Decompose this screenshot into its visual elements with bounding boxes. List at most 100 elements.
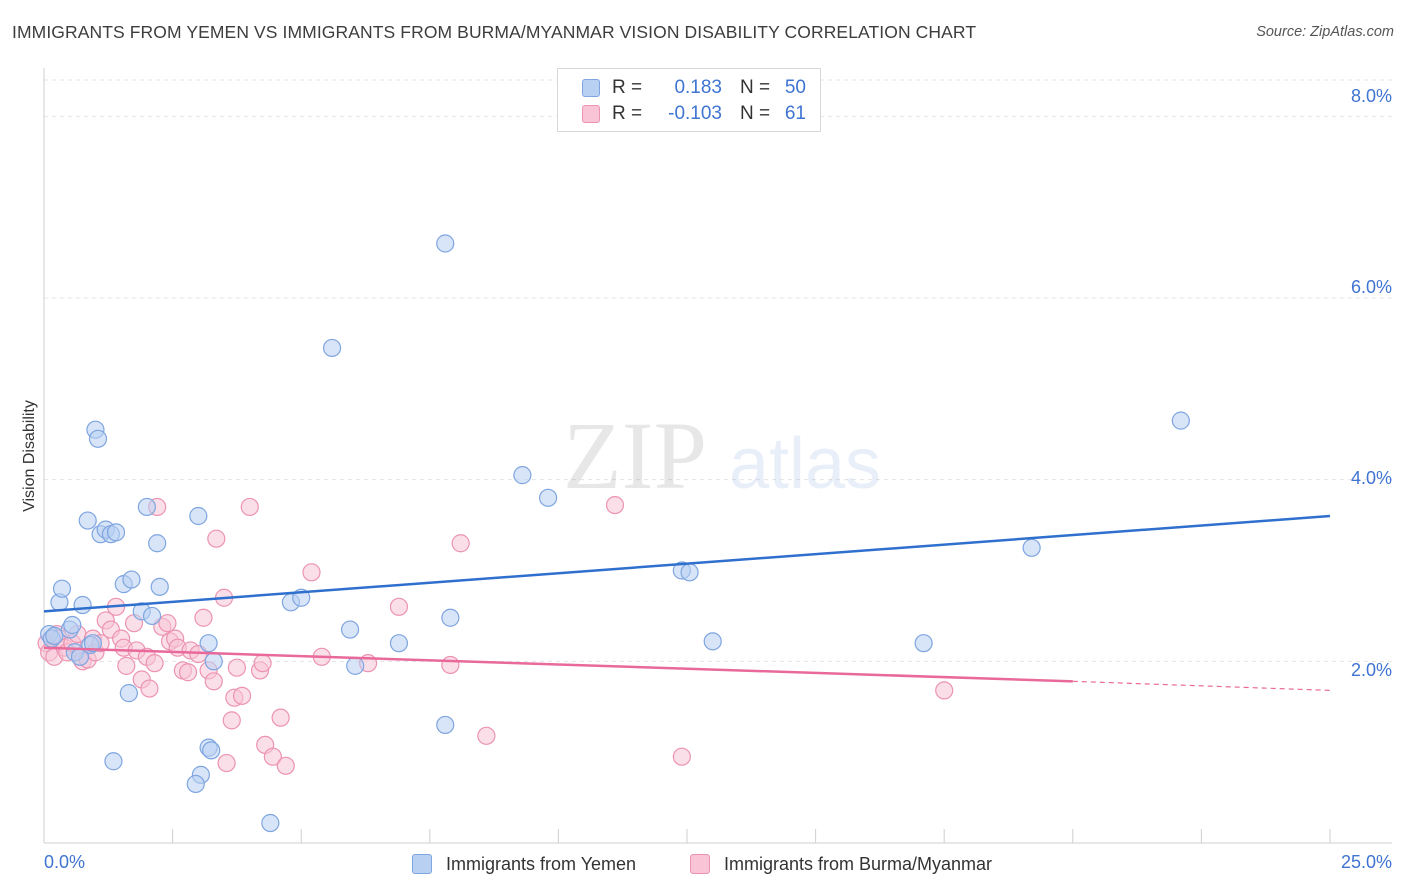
bottom-legend-yemen: Immigrants from Yemen [412,852,636,876]
gridlines [44,79,1392,662]
point-yemen [199,634,218,653]
point-yemen [150,577,169,596]
point-yemen [88,429,108,448]
point-burma [232,686,252,705]
point-yemen [204,652,223,671]
chart-title: IMMIGRANTS FROM YEMEN VS IMMIGRANTS FROM… [12,22,977,42]
point-burma [605,496,625,515]
point-yemen [73,595,92,615]
point-yemen [122,570,141,589]
legend-row-burma: R = -0.103 N = 61 [582,101,806,127]
point-yemen [202,741,221,760]
legend-n-value: 50 [784,77,806,98]
source-label: Source: ZipAtlas.com [1256,24,1394,40]
legend-r-label: R = [612,103,643,124]
point-burma [145,654,164,673]
point-burma [178,663,198,682]
bottom-legend-burma: Immigrants from Burma/Myanmar [690,852,992,876]
trend-line-yemen [43,514,1331,613]
point-yemen [436,234,455,253]
point-burma [672,747,691,766]
bottom-legend-label-burma: Immigrants from Burma/Myanmar [724,853,993,874]
bottom-legend-swatch-yemen [412,854,432,874]
y-axis-label: Vision Disability [21,400,38,512]
point-yemen [346,656,365,675]
watermark: ZIP atlas [563,402,881,509]
point-yemen [436,715,455,735]
trend-line-burma [43,646,1073,683]
point-burma [158,614,177,633]
point-burma [140,679,159,698]
point-yemen [186,774,205,794]
legend-n-label: N = [740,77,771,98]
point-burma [204,672,223,691]
point-yemen [52,579,72,598]
legend-r-value: 0.183 [674,77,722,98]
point-yemen [340,620,360,639]
point-yemen [83,634,102,653]
point-yemen [189,506,208,526]
point-yemen [513,466,532,485]
y-tick-label: 8.0% [1350,86,1392,106]
point-burma [222,711,241,730]
trend-line-burma-extension [1072,680,1331,691]
legend-n-value: 61 [784,103,806,124]
point-burma [451,534,470,553]
point-burma [263,747,283,766]
point-burma [240,497,259,517]
point-burma [935,681,954,700]
point-yemen [441,608,460,627]
point-yemen [261,813,280,833]
point-burma [253,654,272,673]
point-burma [302,563,321,582]
point-yemen [142,606,162,626]
point-burma [117,656,136,675]
y-tick-label: 6.0% [1350,277,1392,297]
point-yemen [322,338,342,358]
point-yemen [1171,411,1190,430]
x-tick-label: 25.0% [1340,852,1392,872]
point-burma [441,655,460,675]
trend-lines [43,514,1331,691]
watermark-atlas: atlas [729,424,881,504]
series-yemen-points [40,234,1190,833]
point-burma [389,597,409,616]
point-yemen [78,511,97,530]
point-yemen [914,634,933,653]
legend-r-value: -0.103 [668,103,722,124]
point-yemen [104,752,123,771]
point-yemen [148,534,167,553]
watermark-zip: ZIP [563,402,707,509]
legend-swatch-yemen [582,79,600,97]
point-burma [194,608,213,627]
series-burma-points [37,496,954,775]
point-yemen [539,488,558,507]
point-yemen [703,632,722,651]
point-yemen [137,497,156,517]
point-yemen [45,626,64,646]
point-yemen [119,684,138,703]
legend-n-label: N = [740,103,771,124]
point-burma [271,708,290,727]
legend-row-yemen: R = 0.183 N = 50 [582,75,806,101]
point-yemen [106,523,126,542]
y-tick-label: 2.0% [1350,660,1392,680]
x-tick-label: 0.0% [44,852,86,872]
point-yemen [680,563,699,582]
bottom-legend-label-yemen: Immigrants from Yemen [446,853,637,874]
axes [43,68,1392,844]
legend-r-label: R = [612,77,643,98]
bottom-legend-swatch-burma [690,854,710,874]
point-burma [477,726,496,745]
point-yemen [389,634,409,653]
legend-swatch-burma [582,105,600,123]
point-burma [207,529,226,548]
y-tick-label: 4.0% [1350,468,1392,488]
point-burma [276,756,295,775]
correlation-legend: R = 0.183 N = 50 R = -0.103 N = 61 [557,68,821,132]
point-burma [217,753,236,773]
point-yemen [63,615,82,635]
point-yemen [1022,538,1041,557]
point-burma [227,658,246,677]
